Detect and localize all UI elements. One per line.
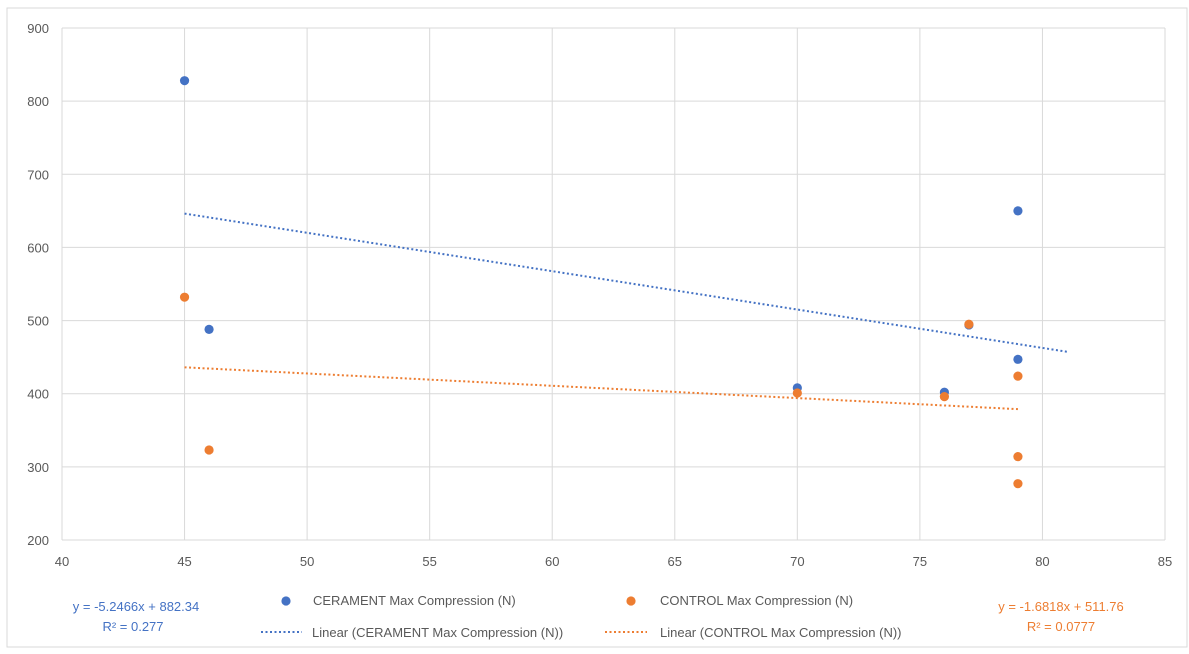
data-point-control xyxy=(792,388,802,398)
x-tick-label: 70 xyxy=(790,554,804,569)
data-point-cerament xyxy=(179,76,190,86)
legend-label-control: CONTROL Max Compression (N) xyxy=(660,593,853,608)
x-tick-label: 65 xyxy=(668,554,682,569)
data-point-control xyxy=(939,392,950,402)
x-tick-label: 80 xyxy=(1035,554,1049,569)
data-point-control xyxy=(1013,452,1023,462)
chart-border xyxy=(6,7,1188,648)
x-axis-tick-labels: 40 45 50 55 60 65 70 75 80 85 xyxy=(55,554,1172,569)
data-point-control xyxy=(1013,371,1023,381)
y-axis-tick-labels: 200 300 400 500 600 700 800 900 xyxy=(27,21,49,548)
x-tick-label: 75 xyxy=(913,554,927,569)
legend-marker-cerament xyxy=(281,596,291,606)
trendlines xyxy=(184,212,1068,411)
y-tick-label: 600 xyxy=(27,240,49,255)
data-point-control xyxy=(964,319,974,329)
r-squared-cerament: R² = 0.277 xyxy=(102,619,163,634)
data-point-control xyxy=(179,292,190,302)
data-point-control xyxy=(204,445,214,455)
equation-cerament: y = -5.2466x + 882.34 xyxy=(73,599,199,614)
legend: CERAMENT Max Compression (N) CONTROL Max … xyxy=(261,593,902,640)
data-point-cerament xyxy=(1013,354,1023,364)
y-tick-label: 700 xyxy=(27,167,49,182)
data-point-cerament xyxy=(204,324,214,334)
legend-label-control-trend: Linear (CONTROL Max Compression (N)) xyxy=(660,625,902,640)
y-tick-label: 300 xyxy=(27,460,49,475)
x-tick-label: 50 xyxy=(300,554,314,569)
x-tick-label: 55 xyxy=(422,554,436,569)
y-tick-label: 500 xyxy=(27,314,49,329)
r-squared-control: R² = 0.0777 xyxy=(1027,619,1095,634)
gridlines xyxy=(61,27,1166,541)
y-tick-label: 900 xyxy=(27,21,49,36)
x-tick-label: 60 xyxy=(545,554,559,569)
equation-control: y = -1.6818x + 511.76 xyxy=(998,599,1124,614)
legend-label-cerament: CERAMENT Max Compression (N) xyxy=(313,593,516,608)
x-tick-label: 85 xyxy=(1158,554,1172,569)
legend-label-cerament-trend: Linear (CERAMENT Max Compression (N)) xyxy=(312,625,563,640)
legend-marker-control xyxy=(626,596,636,606)
trendline-cerament xyxy=(184,212,1068,353)
data-point-cerament xyxy=(1013,206,1023,216)
data-point-control xyxy=(1013,479,1023,489)
y-tick-label: 200 xyxy=(27,533,49,548)
data-points xyxy=(179,76,1023,489)
x-tick-label: 45 xyxy=(177,554,191,569)
y-tick-label: 400 xyxy=(27,387,49,402)
x-tick-label: 40 xyxy=(55,554,69,569)
y-tick-label: 800 xyxy=(27,94,49,109)
trendline-equations: y = -5.2466x + 882.34 R² = 0.277 y = -1.68… xyxy=(73,599,1124,634)
